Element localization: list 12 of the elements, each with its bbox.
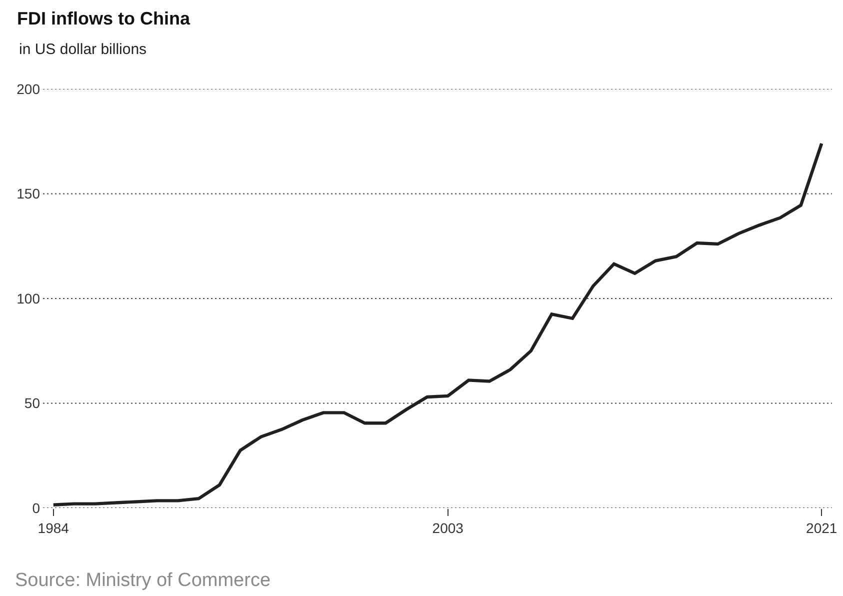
chart-title: FDI inflows to China: [17, 8, 191, 28]
source-note: Source: Ministry of Commerce: [15, 570, 271, 591]
chart-subtitle: in US dollar billions: [19, 41, 147, 58]
line-series: [52, 142, 824, 506]
x-tick-label: 2003: [432, 520, 464, 536]
y-tick-label: 50: [24, 395, 40, 412]
y-tick-label: 100: [16, 290, 40, 306]
y-tick-label: 150: [16, 186, 40, 202]
y-tick-label: 0: [32, 500, 40, 516]
x-tick-label: 2021: [806, 520, 838, 536]
y-tick-label: 200: [16, 80, 40, 97]
x-tick-label: 1984: [38, 520, 70, 536]
